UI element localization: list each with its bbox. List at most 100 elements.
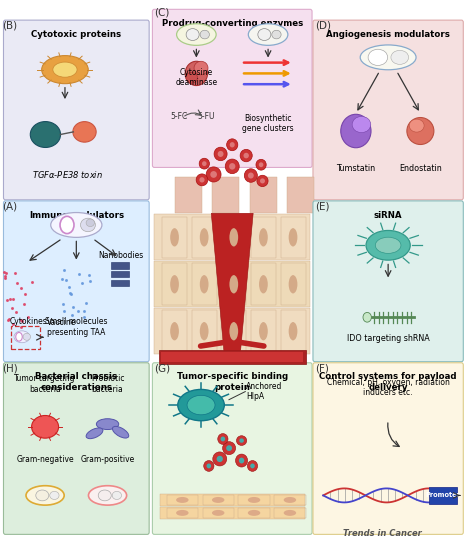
Text: Cytokines: Cytokines [9, 316, 47, 326]
Text: Promoter: Promoter [426, 492, 461, 498]
Ellipse shape [81, 218, 95, 232]
Ellipse shape [200, 30, 210, 39]
Bar [161, 352, 303, 362]
Bar [281, 216, 306, 258]
Ellipse shape [223, 441, 236, 454]
Ellipse shape [368, 49, 388, 65]
Ellipse shape [409, 119, 424, 132]
Ellipse shape [230, 142, 235, 148]
Ellipse shape [240, 149, 252, 162]
Text: Small molecules: Small molecules [45, 316, 108, 326]
Ellipse shape [73, 122, 96, 142]
Bar [111, 280, 129, 286]
Ellipse shape [176, 510, 189, 516]
Ellipse shape [200, 275, 209, 293]
FancyBboxPatch shape [313, 363, 463, 535]
Ellipse shape [229, 275, 238, 293]
Bar [159, 351, 306, 364]
Ellipse shape [202, 161, 207, 166]
Ellipse shape [391, 50, 409, 64]
Ellipse shape [207, 464, 211, 469]
Ellipse shape [210, 171, 217, 178]
Text: 5-FU: 5-FU [198, 112, 215, 121]
Text: Anchored
HlpA: Anchored HlpA [246, 382, 283, 401]
Ellipse shape [237, 436, 246, 445]
Bar [154, 214, 310, 260]
Text: (D): (D) [315, 21, 331, 31]
Ellipse shape [375, 237, 401, 253]
Ellipse shape [186, 29, 199, 41]
Ellipse shape [112, 426, 129, 438]
Bar [221, 263, 246, 305]
Ellipse shape [244, 153, 249, 159]
Ellipse shape [42, 56, 88, 84]
Text: Vaccine
presenting TAA: Vaccine presenting TAA [47, 318, 105, 337]
Text: Tumor-specific binding
protein: Tumor-specific binding protein [177, 373, 288, 392]
Ellipse shape [53, 62, 77, 77]
Ellipse shape [196, 174, 208, 186]
Bar [191, 263, 217, 305]
Text: (B): (B) [1, 21, 17, 31]
Text: Cytotoxic proteins: Cytotoxic proteins [31, 30, 121, 39]
Ellipse shape [200, 228, 209, 247]
Ellipse shape [366, 230, 410, 260]
Ellipse shape [60, 216, 74, 234]
Bar [251, 311, 276, 352]
Ellipse shape [259, 162, 264, 167]
Ellipse shape [30, 122, 61, 148]
Bar [281, 311, 306, 352]
Ellipse shape [229, 322, 238, 340]
Ellipse shape [26, 486, 64, 505]
Bar [238, 495, 270, 505]
Ellipse shape [199, 159, 210, 169]
Text: (A): (A) [1, 201, 17, 212]
Bar [191, 216, 217, 258]
Ellipse shape [248, 497, 260, 503]
Ellipse shape [229, 228, 238, 247]
Text: IDO targeting shRNA: IDO targeting shRNA [347, 334, 429, 343]
Ellipse shape [51, 213, 102, 237]
Ellipse shape [225, 159, 239, 174]
Text: TGF$\alpha$-PE38 toxin: TGF$\alpha$-PE38 toxin [32, 169, 103, 180]
Bar [154, 261, 310, 307]
Ellipse shape [229, 163, 236, 170]
Bar [274, 508, 306, 518]
Ellipse shape [214, 147, 227, 161]
Ellipse shape [186, 72, 198, 83]
Ellipse shape [178, 390, 224, 421]
Text: Gram-positive: Gram-positive [81, 455, 135, 464]
Text: Cytosine
deaminase: Cytosine deaminase [175, 68, 218, 87]
Ellipse shape [89, 486, 127, 505]
Bar [167, 495, 198, 505]
Text: Gram-negative: Gram-negative [16, 455, 74, 464]
Ellipse shape [206, 167, 221, 182]
Text: (G): (G) [154, 364, 170, 373]
Ellipse shape [212, 497, 224, 503]
Ellipse shape [23, 333, 30, 340]
Bar [251, 263, 276, 305]
PathPatch shape [211, 213, 253, 351]
Bar [202, 508, 234, 518]
Ellipse shape [36, 490, 49, 501]
Text: Probiotic
bacteria: Probiotic bacteria [91, 374, 124, 394]
Bar [250, 176, 277, 213]
Ellipse shape [227, 139, 238, 151]
Ellipse shape [260, 179, 265, 183]
Ellipse shape [248, 24, 288, 45]
Ellipse shape [16, 333, 22, 341]
Text: Tumstatin: Tumstatin [337, 164, 375, 173]
Ellipse shape [272, 30, 281, 39]
Bar [162, 216, 187, 258]
Ellipse shape [170, 322, 179, 340]
Bar [287, 176, 314, 213]
Ellipse shape [259, 322, 268, 340]
FancyBboxPatch shape [313, 201, 463, 362]
Text: Biosynthetic
gene clusters: Biosynthetic gene clusters [242, 114, 294, 134]
Text: Bacterial chassis
considerations: Bacterial chassis considerations [36, 373, 118, 392]
Bar [251, 216, 276, 258]
Ellipse shape [248, 510, 260, 516]
Ellipse shape [32, 415, 59, 438]
Bar [111, 271, 129, 278]
Ellipse shape [247, 460, 257, 471]
Text: (H): (H) [1, 364, 18, 373]
